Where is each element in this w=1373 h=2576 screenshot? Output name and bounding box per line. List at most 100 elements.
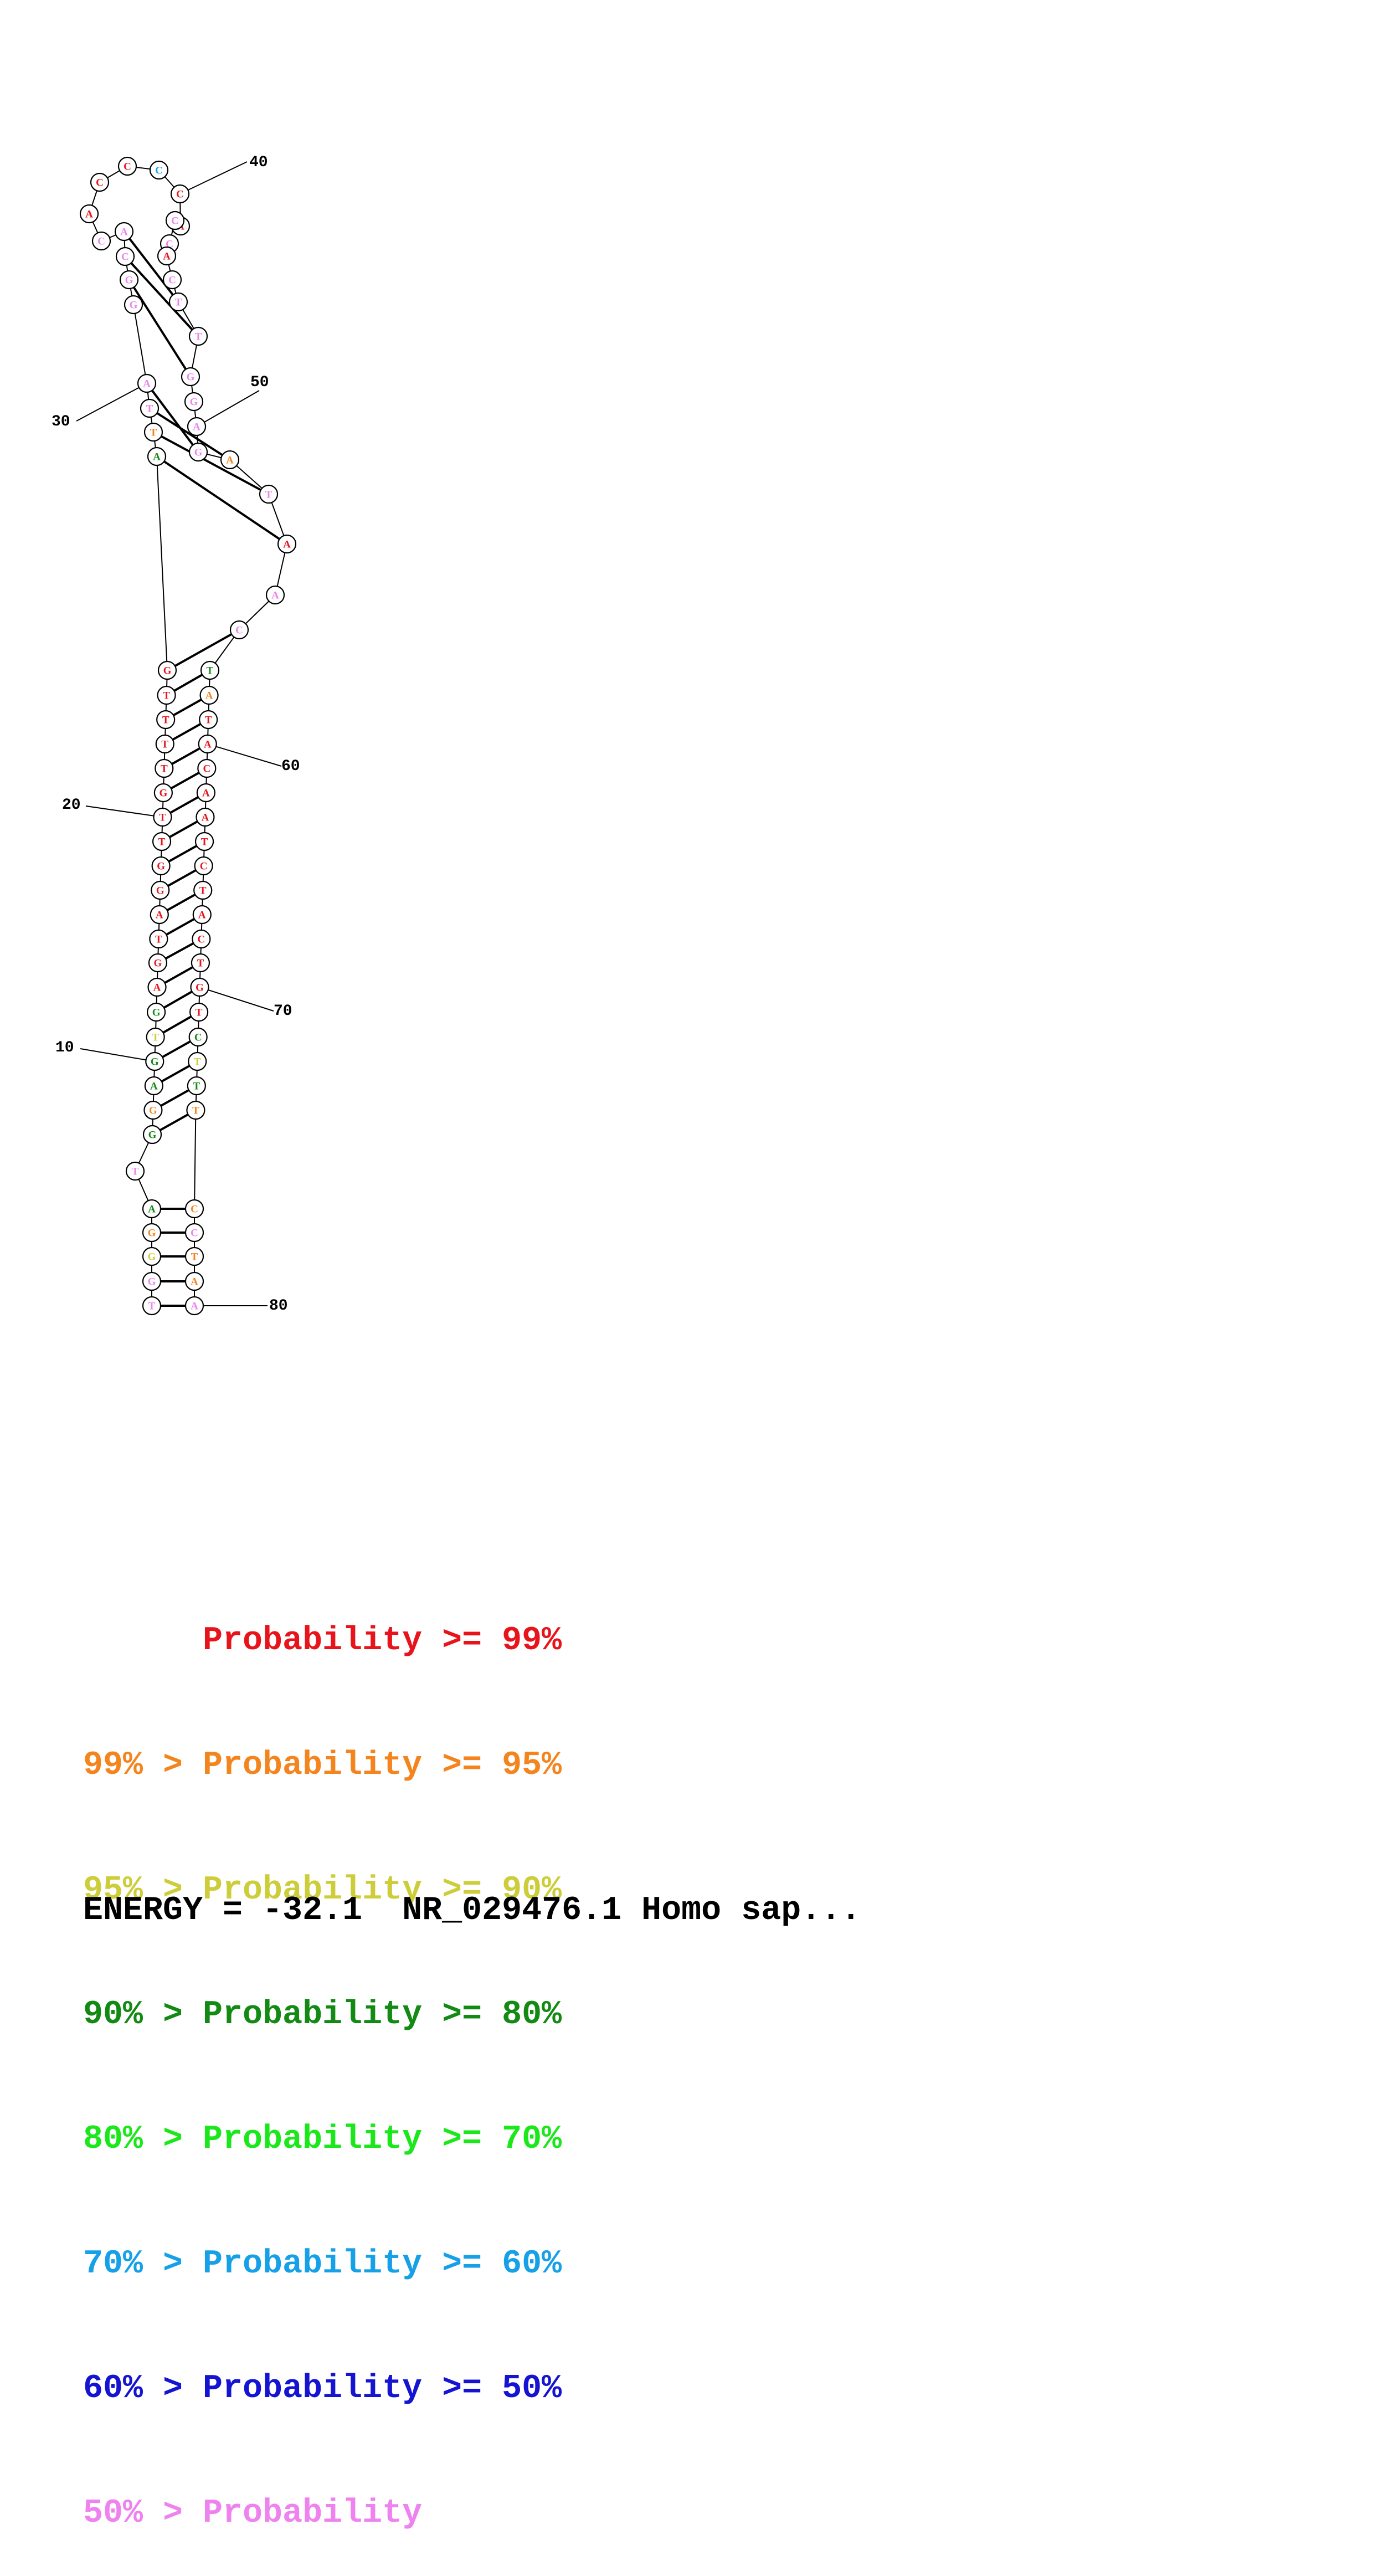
nucleotide-letter: G <box>160 788 168 799</box>
nucleotide-letter: A <box>143 378 151 390</box>
nucleotide-letter: A <box>120 227 128 238</box>
nucleotide: A <box>79 204 99 224</box>
nucleotide-circle <box>153 807 172 827</box>
nucleotide-letter: T <box>161 763 168 775</box>
nucleotide-letter: T <box>194 1056 201 1068</box>
nucleotide-circle <box>157 660 177 680</box>
position-leader-line <box>85 805 163 818</box>
nucleotide: T <box>193 880 213 900</box>
nucleotide: T <box>155 758 174 778</box>
nucleotide: G <box>142 1246 162 1266</box>
nucleotide-circle <box>194 856 213 876</box>
nucleotide-circle <box>124 295 143 315</box>
nucleotide-circle <box>151 856 171 876</box>
nucleotide-circle <box>117 156 137 176</box>
nucleotide-circle <box>137 373 157 393</box>
nucleotide-circle <box>156 710 176 730</box>
position-label-80: 80 <box>269 1297 288 1315</box>
nucleotide-letter: C <box>171 215 179 227</box>
nucleotide-circle <box>79 204 99 224</box>
nucleotide-circle <box>200 660 220 680</box>
nucleotide-letter: T <box>205 715 212 726</box>
nucleotide-circle <box>197 758 217 778</box>
nucleotide-circle <box>153 783 173 803</box>
nucleotide: T <box>200 660 220 680</box>
legend-line-p50: 60% > Probability >= 50% <box>83 2370 562 2408</box>
nucleotide-circle <box>229 620 249 640</box>
base-pair-bond <box>123 230 179 303</box>
nucleotide: T <box>149 929 168 949</box>
nucleotide-letter: T <box>155 934 162 946</box>
backbone-segment <box>194 1110 197 1209</box>
nucleotide-letter: A <box>148 1204 156 1215</box>
nucleotide: C <box>229 620 249 640</box>
nucleotide: A <box>137 373 157 393</box>
nucleotide-letter: A <box>163 251 171 263</box>
nucleotide: T <box>157 685 176 705</box>
nucleotide-circle <box>146 1027 165 1047</box>
base-pair-bond <box>128 279 192 378</box>
nucleotide-letter: G <box>163 665 172 677</box>
nucleotide-circle <box>184 1223 204 1243</box>
nucleotide-circle <box>90 172 110 192</box>
nucleotide-circle <box>196 783 215 803</box>
nucleotide-letter: G <box>125 275 133 286</box>
nucleotide-letter: G <box>130 300 138 311</box>
nucleotide-letter: T <box>193 1081 200 1092</box>
nucleotide-circle <box>220 450 240 470</box>
nucleotide-circle <box>150 905 169 925</box>
nucleotide: T <box>125 1161 145 1181</box>
nucleotide-circle <box>142 1296 162 1316</box>
position-label-30: 30 <box>52 413 70 430</box>
nucleotide-letter: C <box>168 275 176 286</box>
position-leader-line <box>76 383 147 422</box>
nucleotide-letter: A <box>85 209 93 220</box>
nucleotide: G <box>188 442 208 462</box>
position-label-60: 60 <box>281 758 300 775</box>
nucleotide-circle <box>192 905 212 925</box>
position-labels: 10 20 30 40 50 60 70 80 <box>52 154 300 1315</box>
nucleotide: A <box>184 1271 204 1291</box>
nucleotide-circle <box>187 1076 206 1096</box>
nucleotide-circle <box>157 685 176 705</box>
nucleotide: A <box>265 585 285 605</box>
nucleotide-letter: T <box>146 403 153 415</box>
nucleotide-letter: C <box>200 861 208 873</box>
energy-and-sequence-title: ENERGY = -32.1 NR_029476.1 Homo sap... <box>83 1892 861 1930</box>
nucleotide-circle <box>170 184 190 204</box>
nucleotide-circle <box>188 1051 207 1071</box>
legend-line-plow: 50% > Probability <box>83 2495 423 2532</box>
nucleotide-circle <box>149 160 169 180</box>
base-pair-bond <box>153 431 269 495</box>
nucleotide: G <box>147 1002 166 1022</box>
nucleotide-letter: G <box>156 885 164 897</box>
nucleotide: A <box>114 222 134 242</box>
nucleotide: C <box>117 156 137 176</box>
base-pair-bond <box>146 382 199 453</box>
nucleotide: T <box>156 710 176 730</box>
nucleotide-letter: T <box>195 331 202 343</box>
nucleotide-letter: T <box>161 739 168 751</box>
position-leader-line <box>179 161 248 194</box>
nucleotide-letter: A <box>198 910 206 921</box>
nucleotide: T <box>189 1002 209 1022</box>
nucleotide: T <box>186 1100 205 1120</box>
nucleotide-circle <box>198 734 217 754</box>
nucleotide-circle <box>187 417 207 437</box>
nucleotide: C <box>170 184 190 204</box>
nucleotide-letter: T <box>207 665 214 677</box>
nucleotide: G <box>142 1223 162 1243</box>
base-pair-bond <box>156 455 288 545</box>
nucleotide: A <box>147 977 167 997</box>
nucleotide-letter: T <box>158 837 166 848</box>
nucleotide: C <box>194 856 213 876</box>
nucleotide-letter: G <box>157 861 165 873</box>
legend-line-p70: 80% > Probability >= 70% <box>83 2121 562 2158</box>
nucleotide-letter: C <box>198 934 205 946</box>
position-leader-line <box>196 390 260 427</box>
nucleotide-circle <box>191 953 210 973</box>
nucleotide-letter: G <box>148 1276 156 1288</box>
nucleotide-circle <box>115 247 135 266</box>
nucleotide: T <box>188 326 208 346</box>
